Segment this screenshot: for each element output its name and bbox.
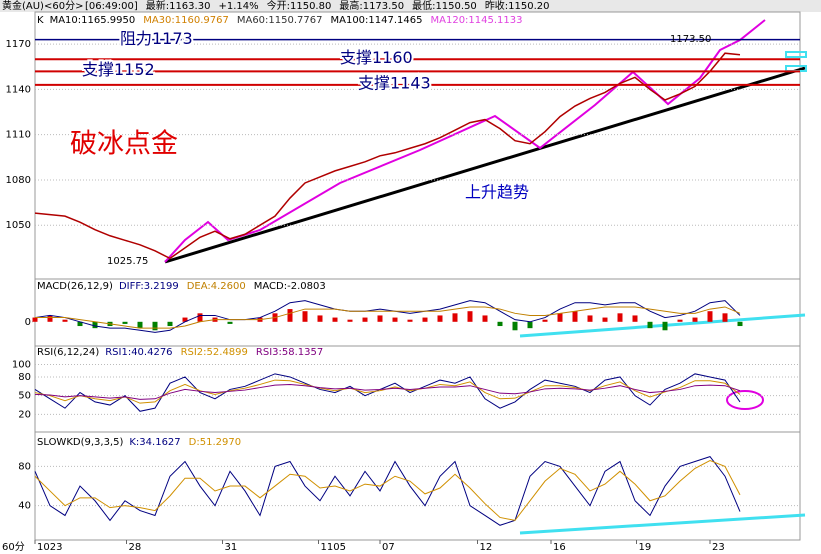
y-tick-label: 1050 <box>6 220 31 231</box>
x-tick-label: 1105 <box>321 542 346 553</box>
level-label: 支撑1152 <box>82 60 155 79</box>
indicator: MA30:1160.9767 <box>143 15 229 26</box>
indicator: K:34.1627 <box>129 437 180 448</box>
y-tick-label: 50 <box>18 391 31 402</box>
header-item: 昨收:1150.20 <box>485 0 550 12</box>
y-tick-label: 1140 <box>6 84 31 95</box>
series-line <box>34 373 741 412</box>
header-item: +1.14% <box>218 1 258 12</box>
series-line <box>34 300 741 333</box>
indicator: D:51.2970 <box>189 437 241 448</box>
header-item: 最新:1163.30 <box>146 0 211 12</box>
y-tick-label: 1080 <box>6 175 31 186</box>
zigzag <box>164 19 766 263</box>
level-label: 阻力1173 <box>120 29 193 48</box>
y-tick-label: 20 <box>18 409 31 420</box>
marker <box>785 51 807 58</box>
x-unit: 60分 <box>2 541 25 553</box>
series-line <box>34 383 741 400</box>
series-line <box>34 52 741 260</box>
panel-title: K <box>37 15 44 26</box>
x-tick-label: 16 <box>553 542 566 553</box>
high-label: 1173.50 <box>670 34 711 45</box>
series-line <box>35 306 741 329</box>
y-tick-label: 80 <box>18 461 31 472</box>
x-tick-label: 28 <box>129 542 142 553</box>
y-tick-label: 40 <box>18 501 31 512</box>
header-bar <box>0 0 821 12</box>
series-line <box>34 459 741 521</box>
level-label: 支撑1143 <box>358 73 431 92</box>
indicator: RSI2:52.4899 <box>181 347 248 358</box>
series-line <box>34 456 741 526</box>
x-tick-label: 1023 <box>37 542 62 553</box>
indicator: MA100:1147.1465 <box>330 15 422 26</box>
kd-support <box>519 513 806 535</box>
x-tick-label: 31 <box>225 542 238 553</box>
decorations <box>164 19 807 535</box>
y-tick-label: 100 <box>12 359 31 370</box>
header-item: [06:49:00] <box>85 1 138 12</box>
symbol: 黄金(AU)<60分> <box>2 0 83 12</box>
low-label: 1025.75 <box>107 256 148 267</box>
x-tick-label: 12 <box>480 542 493 553</box>
header-item: 今开:1150.80 <box>267 0 332 12</box>
y-tick-label: 1110 <box>6 130 31 141</box>
circle-mark <box>726 390 764 410</box>
y-tick-label: 0 <box>25 317 31 328</box>
annotation: 破冰点金 <box>70 129 178 160</box>
indicator: DEA:4.2600 <box>187 281 246 292</box>
header-item: 最低:1150.50 <box>412 0 477 12</box>
indicator: MA60:1150.7767 <box>237 15 323 26</box>
panel-title: SLOWKD(9,3,3,5) <box>37 437 123 448</box>
annotation: 上升趋势 <box>465 183 529 202</box>
trend-line <box>164 66 806 264</box>
indicator: RSI1:40.4276 <box>105 347 172 358</box>
panel-title: RSI(6,12,24) <box>37 347 99 358</box>
indicator: RSI3:58.1357 <box>256 347 323 358</box>
x-tick-label: 07 <box>382 542 395 553</box>
indicator: DIFF:3.2199 <box>119 281 179 292</box>
header-item: 最高:1173.50 <box>339 0 404 12</box>
frame <box>34 11 801 541</box>
panel-title: MACD(26,12,9) <box>37 281 113 292</box>
indicator: MA120:1145.1133 <box>431 15 523 26</box>
y-tick-label: 80 <box>18 372 31 383</box>
indicator: MA10:1165.9950 <box>50 15 136 26</box>
y-tick-label: 1170 <box>6 39 31 50</box>
x-tick-label: 19 <box>639 542 652 553</box>
x-tick-label: 23 <box>712 542 725 553</box>
indicator: MACD:-2.0803 <box>254 281 326 292</box>
level-label: 支撑1160 <box>340 48 413 67</box>
